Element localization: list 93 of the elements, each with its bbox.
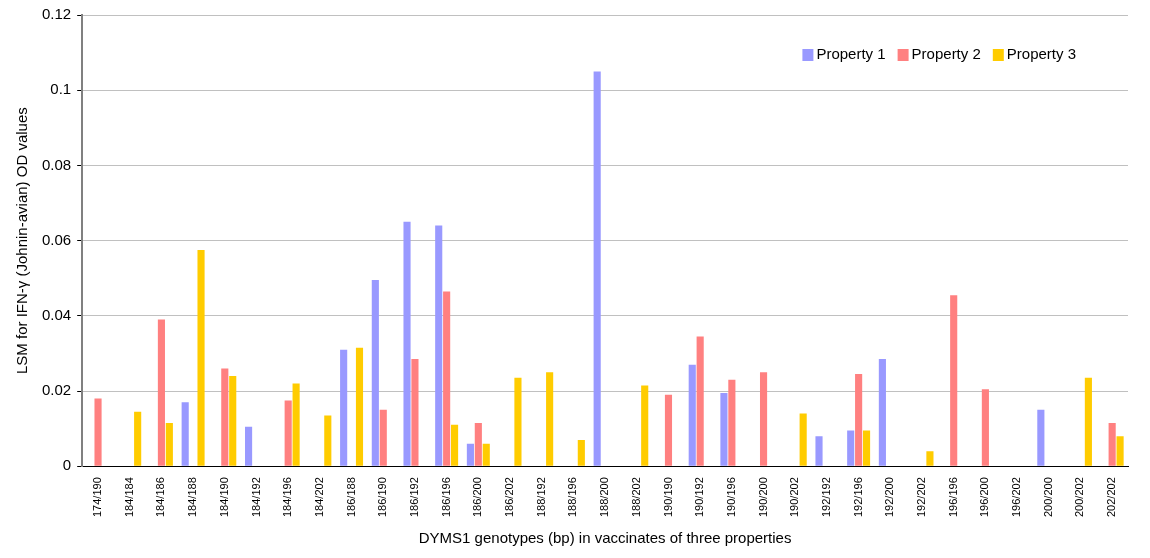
x-tick-label: 192/200	[883, 477, 896, 517]
bar	[403, 221, 411, 466]
x-tick-label: 188/192	[534, 477, 547, 517]
y-tick-label: 0.08	[41, 155, 72, 173]
bar	[1037, 409, 1045, 466]
bar	[94, 398, 102, 466]
x-tick-label: 186/192	[407, 477, 420, 517]
x-tick-label: 184/202	[312, 477, 325, 517]
bar	[878, 359, 886, 466]
bar	[1084, 377, 1092, 466]
x-tick-label: 196/196	[946, 477, 959, 517]
bar	[688, 364, 696, 466]
x-tick-label: 188/200	[598, 477, 611, 517]
x-tick-label: 186/200	[471, 477, 484, 517]
bar	[696, 336, 704, 466]
y-tick-label: 0.1	[50, 80, 72, 98]
bar	[847, 430, 855, 466]
x-tick-label: 186/196	[439, 477, 452, 517]
bar	[340, 349, 348, 466]
bar	[855, 374, 863, 466]
bar	[221, 368, 229, 466]
x-tick-label: 192/192	[819, 477, 832, 517]
legend-label: Property 2	[911, 45, 981, 63]
bar	[1116, 436, 1124, 466]
bar	[435, 225, 443, 466]
bar	[181, 402, 189, 466]
bar	[514, 377, 522, 466]
x-axis-title: DYMS1 genotypes (bp) in vaccinates of three properties	[418, 529, 792, 547]
bar	[229, 375, 237, 466]
bar	[379, 409, 387, 466]
x-tick-label: 196/202	[1010, 477, 1023, 517]
x-tick-label: 202/202	[1105, 477, 1118, 517]
x-tick-label: 190/200	[756, 477, 769, 517]
x-tick-label: 184/196	[281, 477, 294, 517]
y-tick-label: 0	[62, 456, 72, 474]
bar	[759, 372, 768, 466]
x-tick-label: 186/188	[344, 477, 357, 517]
bar	[197, 250, 205, 466]
y-tick-label: 0.06	[41, 230, 72, 248]
x-tick-label: 200/200	[1041, 477, 1054, 517]
bar	[245, 426, 253, 466]
bar	[641, 385, 649, 466]
bar	[926, 451, 934, 466]
bar	[355, 347, 364, 466]
y-tick-label: 0.12	[41, 5, 72, 23]
bar	[451, 424, 459, 466]
x-tick-label: 186/202	[503, 477, 516, 517]
x-tick-label: 186/190	[376, 477, 389, 517]
bar	[284, 400, 292, 466]
x-tick-label: 196/200	[978, 477, 991, 517]
bar	[1108, 422, 1116, 466]
bar	[157, 319, 165, 466]
x-tick-label: 184/186	[154, 477, 167, 517]
x-tick-label: 200/202	[1073, 477, 1086, 517]
bar	[815, 436, 823, 466]
bar	[466, 443, 474, 466]
y-tick-label: 0.04	[41, 305, 72, 323]
x-tick-label: 192/202	[915, 477, 928, 517]
bar	[720, 392, 728, 466]
x-tick-label: 184/192	[249, 477, 262, 517]
x-tick-label: 190/190	[661, 477, 674, 517]
bar	[981, 389, 989, 466]
bar	[482, 443, 490, 466]
y-axis-title: LSM for IFN-γ (Johnin-avian) OD values	[13, 107, 31, 374]
x-tick-label: 190/192	[693, 477, 706, 517]
x-tick-label: 192/196	[851, 477, 864, 517]
x-tick-label: 188/196	[566, 477, 579, 517]
bar	[664, 394, 673, 466]
bar	[292, 383, 300, 466]
x-tick-label: 184/188	[186, 477, 199, 517]
bar	[324, 415, 332, 466]
bar	[443, 291, 451, 466]
legend-label: Property 1	[816, 45, 886, 63]
bar	[728, 379, 736, 466]
bar	[165, 422, 173, 466]
bar	[577, 439, 585, 466]
bar	[546, 372, 554, 466]
bar	[474, 422, 482, 466]
y-tick-label: 0.02	[41, 381, 72, 399]
x-tick-label: 190/196	[724, 477, 737, 517]
bar	[862, 430, 871, 466]
bar	[134, 411, 142, 466]
x-tick-label: 184/184	[122, 477, 135, 517]
bar	[950, 295, 958, 466]
bar	[593, 71, 601, 466]
x-tick-label: 188/202	[629, 477, 642, 517]
bar	[371, 280, 379, 466]
x-tick-label: 190/202	[788, 477, 801, 517]
legend-label: Property 3	[1006, 45, 1076, 63]
bar	[799, 413, 807, 466]
bar	[411, 359, 419, 466]
x-tick-label: 184/190	[217, 477, 230, 517]
x-tick-label: 174/190	[91, 477, 104, 517]
